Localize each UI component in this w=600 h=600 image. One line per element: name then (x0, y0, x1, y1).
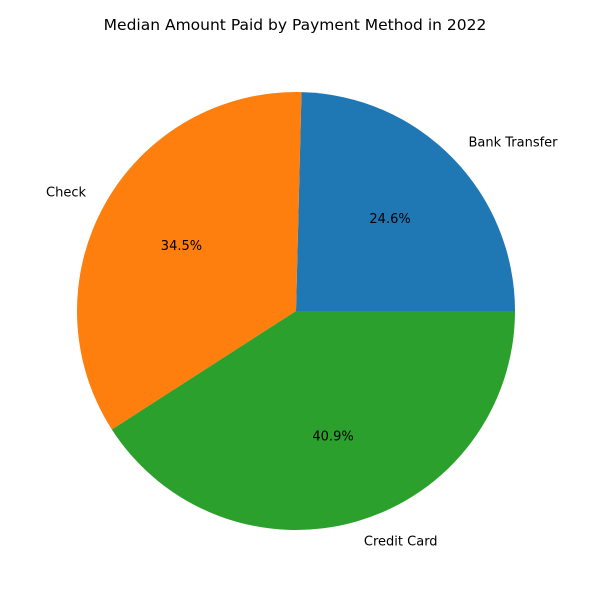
pie-slice-credit-card (111, 311, 516, 530)
slice-percent-bank-transfer: 24.6% (369, 212, 410, 227)
chart-title: Median Amount Paid by Payment Method in … (104, 16, 487, 34)
slice-percent-credit-card: 40.9% (312, 430, 353, 445)
slice-label-bank-transfer: Bank Transfer (468, 135, 558, 150)
slice-percent-check: 34.5% (161, 239, 202, 254)
slice-label-credit-card: Credit Card (364, 535, 438, 550)
pie-slice-bank-transfer (296, 92, 515, 312)
pie-slice-check (77, 92, 302, 430)
pie-labels: Bank Transfer 24.6% Check 34.5% Credit Card 4… (46, 135, 558, 549)
pie-slices (77, 92, 516, 530)
slice-label-check: Check (46, 185, 86, 200)
